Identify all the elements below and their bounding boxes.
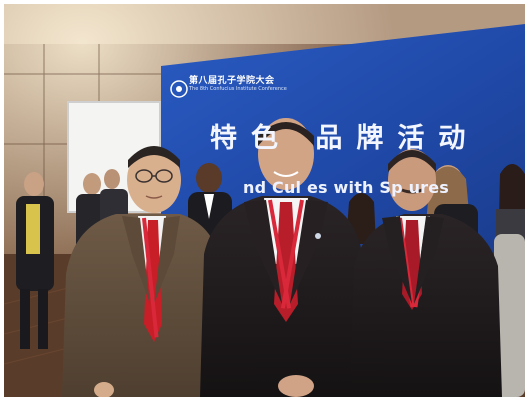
logo-center (176, 86, 182, 92)
edge-person-coat (494, 234, 525, 397)
man-middle (200, 118, 366, 397)
banner-slogan-cn: 特色 品牌活动 (210, 123, 480, 154)
man-left (62, 146, 226, 397)
man-right (350, 149, 502, 397)
conference-title-cn: 第八届孔子学院大会 (189, 76, 275, 86)
background-crowd (16, 163, 525, 349)
photo-scene (4, 4, 525, 397)
conference-photo: 第八届孔子学院大会 The 8th Confucius Institute Co… (4, 4, 525, 397)
clasped-hands-middle (278, 375, 314, 397)
confucius-institute-logo (170, 80, 188, 98)
hand-left (94, 382, 114, 397)
conference-title-en: The 8th Confucius Institute Conference (189, 86, 287, 92)
banner-slogan-en: nd Cul es with Sp ures (243, 178, 450, 197)
